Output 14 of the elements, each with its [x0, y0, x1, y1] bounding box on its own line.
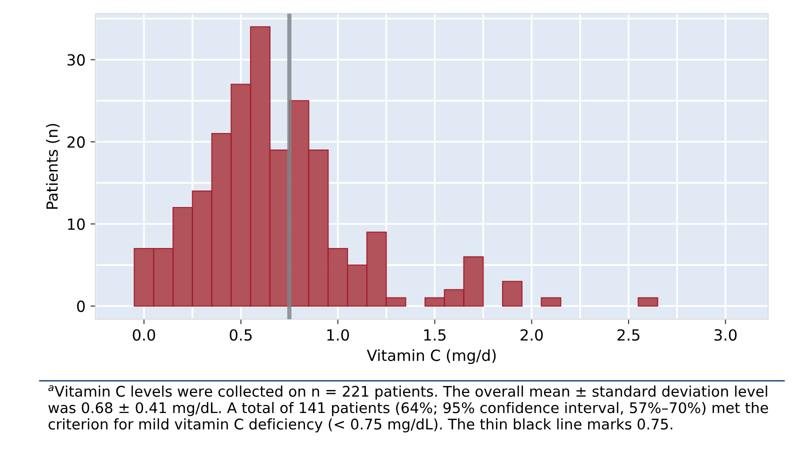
- text: $^{a}$Vitamin C levels were collected on n = 221 patients. The overall mean ± standard deviation level was 0.68 ± 0.41 mg/dL. A total of 141 patients (64%; 95% confidence interval, 57%–70%) met the criterion for mild vitamin C deficiency (< 0.75 mg/dL). The thin black line marks 0.75.: [48, 385, 768, 432]
- y-tick-label: 0: [77, 300, 85, 312]
- x-tick-label: 1.5: [424, 329, 446, 341]
- x-tick-label: 1.0: [327, 329, 349, 341]
- x-tick-label: 0.5: [230, 329, 252, 341]
- x-tick-label: 0.0: [132, 329, 156, 341]
- x-tick-label: 2.0: [520, 329, 543, 341]
- y-tick-label: 30: [68, 54, 85, 66]
- y-axis-title: Patients (n): [46, 124, 60, 209]
- x-tick-label: 3.0: [714, 329, 737, 341]
- x-axis-title: Vitamin C (mg/d): [366, 349, 496, 364]
- y-tick-label: 10: [68, 218, 85, 230]
- y-tick-label: 20: [67, 136, 85, 148]
- x-tick-label: 2.5: [618, 329, 640, 341]
